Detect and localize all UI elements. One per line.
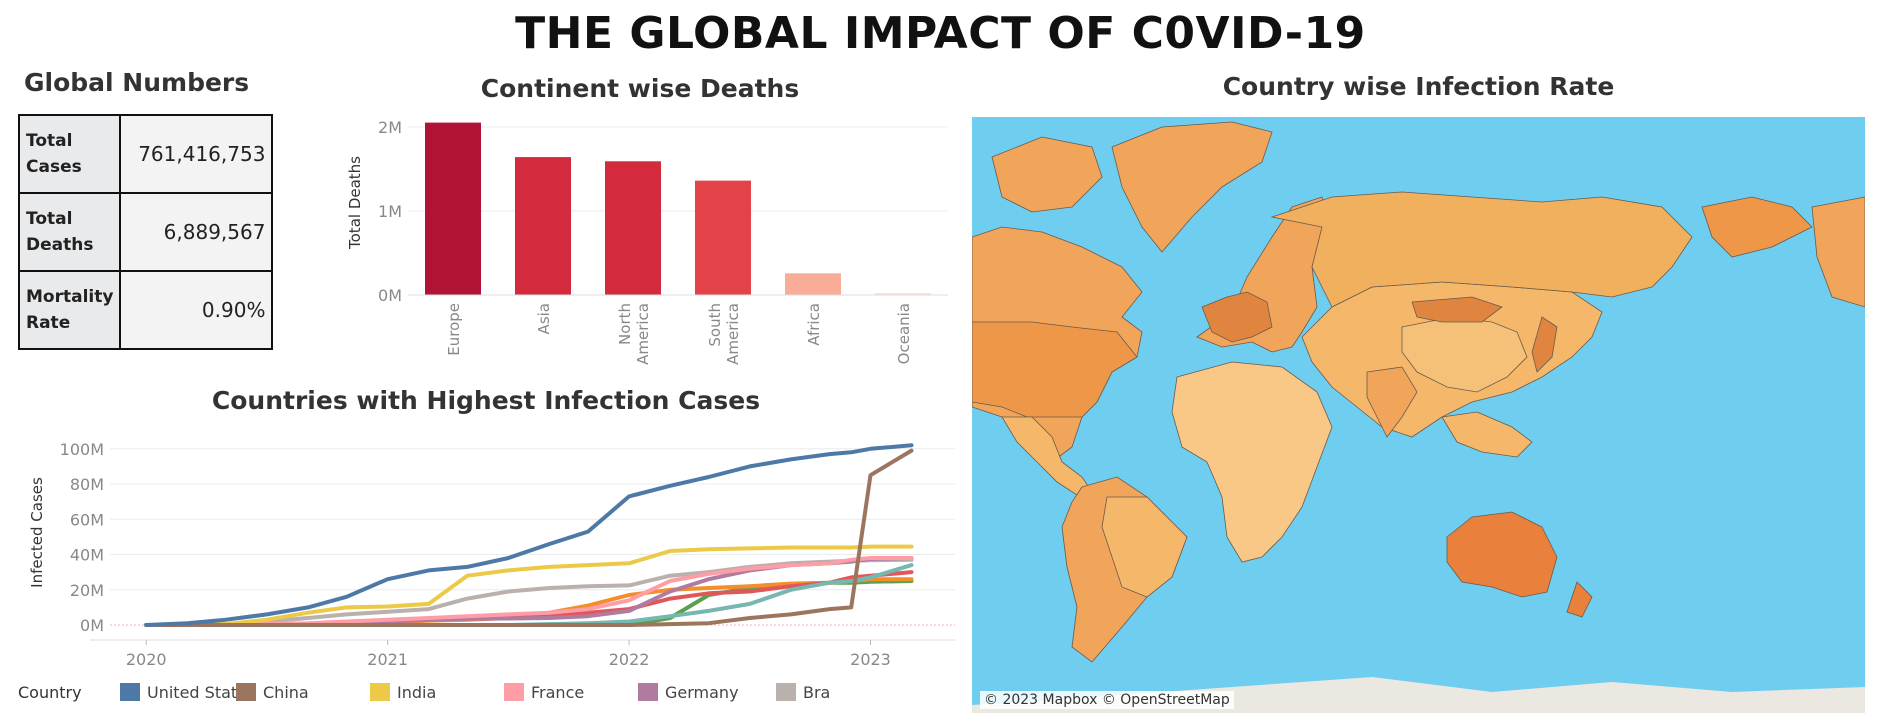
country-legend: Country United States China India France Ger…: [18, 680, 978, 706]
bar-x-tick-label-part: North: [616, 303, 634, 345]
bar-y-tick-label: 2M: [378, 118, 402, 137]
line-y-tick-label: 40M: [70, 546, 104, 565]
legend-label: Germany: [665, 683, 739, 702]
bar-x-tick-label: Oceania: [895, 303, 913, 364]
india-shape[interactable]: [1366, 366, 1418, 438]
bar-chart-title: Continent wise Deaths: [480, 74, 800, 103]
bar-europe[interactable]: [425, 122, 481, 295]
page-title: THE GLOBAL IMPACT OF C0VID-19: [515, 8, 1366, 59]
line-y-tick-label: 20M: [70, 581, 104, 600]
line-chart-title: Countries with Highest Infection Cases: [211, 386, 761, 415]
bar-x-tick-label-part: America: [724, 303, 742, 365]
bar-x-tick-label: Europe: [445, 303, 463, 356]
western-europe-shape[interactable]: [1201, 291, 1273, 343]
table-row: Total Cases 761,416,753: [17, 114, 274, 194]
legend-swatch: [120, 683, 140, 701]
new-zealand-shape[interactable]: [1566, 581, 1593, 618]
bar-y-tick-label: 1M: [378, 202, 402, 221]
bar-x-tick-label-part: South: [706, 303, 724, 347]
mortality-rate-value: 0.90%: [119, 270, 274, 350]
australia-shape[interactable]: [1446, 511, 1558, 598]
line-x-tick-label: 2021: [367, 650, 408, 669]
total-deaths-value: 6,889,567: [119, 192, 274, 272]
table-row: Total Deaths 6,889,567: [17, 192, 274, 272]
series-line-united-states[interactable]: [144, 443, 914, 627]
alaska-shape[interactable]: [1701, 196, 1813, 258]
line-y-tick-label: 80M: [70, 475, 104, 494]
line-y-tick-label: 0M: [80, 616, 104, 635]
world-map-svg: [972, 121, 1865, 713]
legend-swatch: [638, 683, 658, 701]
arctic-islands-shape[interactable]: [991, 136, 1103, 213]
legend-title: Country: [18, 683, 82, 702]
brazil-shape[interactable]: [1101, 496, 1188, 598]
bar-x-tick-label: Asia: [535, 303, 553, 334]
line-x-tick-label: 2023: [850, 650, 891, 669]
table-row: Mortality Rate 0.90%: [17, 270, 274, 350]
bar-x-tick-label-part: America: [634, 303, 652, 365]
series-line-china[interactable]: [144, 448, 914, 627]
africa-shape[interactable]: [1171, 361, 1333, 563]
map-attribution: © 2023 Mapbox © OpenStreetMap: [980, 691, 1234, 709]
bar-africa[interactable]: [785, 273, 841, 295]
bar-y-tick-label: 0M: [378, 286, 402, 305]
legend-label: China: [263, 683, 309, 702]
infection-cases-line-chart: Infected Cases 0M 20M 40M 60M 80M 100M 2020 2021…: [28, 440, 955, 669]
bar-x-tick-label: Africa: [805, 303, 823, 346]
japan-shape[interactable]: [1531, 316, 1558, 373]
bar-south-america[interactable]: [695, 180, 751, 295]
legend-swatch: [776, 683, 796, 701]
world-map[interactable]: [972, 117, 1865, 713]
line-y-axis-label: Infected Cases: [28, 477, 46, 588]
line-y-tick-label: 100M: [60, 440, 104, 459]
total-cases-value: 761,416,753: [119, 114, 274, 194]
bar-asia[interactable]: [515, 157, 571, 295]
legend-label: Bra: [803, 683, 831, 702]
canada-right-shape[interactable]: [1811, 196, 1865, 308]
bar-north-america[interactable]: [605, 161, 661, 295]
mortality-rate-label: Mortality Rate: [17, 270, 122, 350]
usa-shape[interactable]: [972, 321, 1138, 418]
bar-y-axis-label: Total Deaths: [346, 156, 364, 250]
legend-swatch: [504, 683, 524, 701]
line-y-tick-label: 60M: [70, 510, 104, 529]
line-x-tick-label: 2022: [609, 650, 650, 669]
greenland-shape[interactable]: [1111, 121, 1273, 253]
total-deaths-label: Total Deaths: [17, 192, 122, 272]
russia-shape[interactable]: [1270, 191, 1693, 308]
legend-swatch: [236, 683, 256, 701]
southeast-asia-shape[interactable]: [1441, 411, 1533, 458]
legend-swatch: [370, 683, 390, 701]
bar-x-tick-label: SouthAmerica: [706, 303, 742, 365]
legend-label: France: [531, 683, 585, 702]
map-title: Country wise Infection Rate: [1222, 72, 1615, 101]
bar-x-tick-label: NorthAmerica: [616, 303, 652, 365]
mongolia-shape[interactable]: [1411, 296, 1503, 323]
legend-label: India: [397, 683, 437, 702]
legend-label: United States: [147, 683, 256, 702]
line-x-tick-label: 2020: [126, 650, 167, 669]
series-line-india[interactable]: [144, 544, 914, 627]
bar-oceania[interactable]: [875, 292, 931, 295]
total-cases-label: Total Cases: [17, 114, 122, 194]
global-numbers-title: Global Numbers: [24, 68, 250, 97]
global-numbers-table: Total Cases 761,416,753 Total Deaths 6,8…: [17, 114, 274, 350]
